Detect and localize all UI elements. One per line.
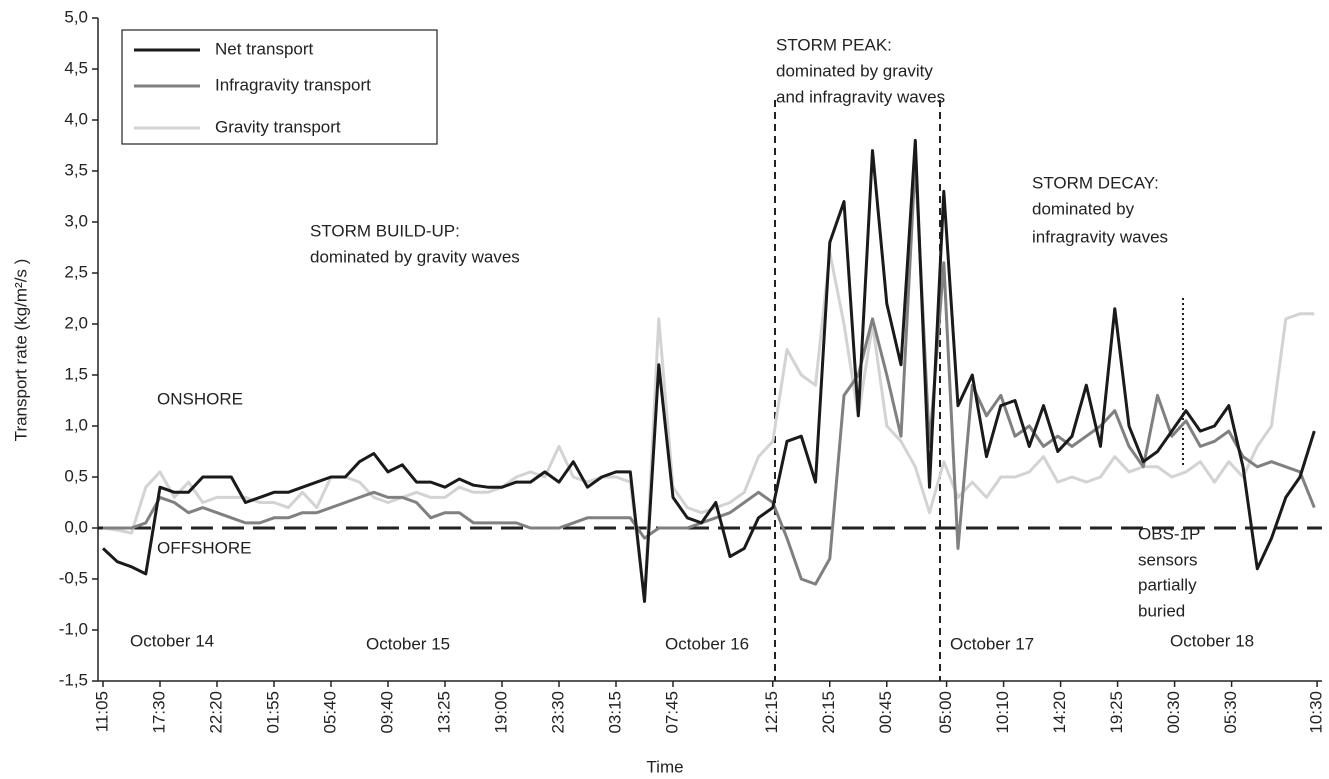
y-tick-label: 4,5 xyxy=(64,58,88,77)
y-tick-label: 5,0 xyxy=(64,7,88,26)
annotation: ONSHORE xyxy=(157,389,243,408)
y-tick-label: 1,5 xyxy=(64,364,88,383)
x-tick-label: 05:00 xyxy=(936,691,955,734)
x-tick-label: 19:00 xyxy=(491,691,510,734)
annotation: infragravity waves xyxy=(1032,227,1168,246)
annotation: dominated by gravity xyxy=(776,61,933,80)
y-tick-label: -1,0 xyxy=(59,619,88,638)
annotation: and infragravity waves xyxy=(776,87,945,106)
x-tick-label: 00:45 xyxy=(876,691,895,734)
annotation: OFFSHORE xyxy=(157,538,251,557)
x-tick-label: 22:20 xyxy=(206,691,225,734)
annotation: OBS-1P xyxy=(1138,524,1200,543)
series-line xyxy=(102,251,1315,601)
annotation: buried xyxy=(1138,601,1185,620)
annotation: STORM DECAY: xyxy=(1032,173,1159,192)
y-tick-label: 3,0 xyxy=(64,211,88,230)
legend-entries: Net transport Infragravity transport Gravi… xyxy=(134,39,371,136)
annotation: partially xyxy=(1138,575,1197,594)
x-tick-label: 00:30 xyxy=(1164,691,1183,734)
y-tick-label: 2,5 xyxy=(64,262,88,281)
x-tick-label: 14:20 xyxy=(1050,691,1069,734)
x-tick-label: 20:15 xyxy=(819,691,838,734)
annotations: STORM BUILD-UP: dominated by gravity wav… xyxy=(130,35,1254,653)
annotation: sensors xyxy=(1138,550,1198,569)
x-tick-label: 13:25 xyxy=(434,691,453,734)
annotation: dominated by xyxy=(1032,199,1135,218)
annotation: STORM PEAK: xyxy=(776,35,892,54)
legend-label: Gravity transport xyxy=(215,117,341,136)
date-label: October 17 xyxy=(950,634,1034,653)
y-tick-label: -1,5 xyxy=(59,670,88,689)
date-label: October 14 xyxy=(130,631,214,650)
x-tick-label: 10:10 xyxy=(993,691,1012,734)
annotation: dominated by gravity waves xyxy=(310,247,520,266)
y-tick-label: 3,5 xyxy=(64,160,88,179)
plot-area xyxy=(101,138,1316,603)
x-tick-label: 07:45 xyxy=(662,691,681,734)
date-label: October 18 xyxy=(1170,631,1254,650)
x-tick-label: 19:25 xyxy=(1107,691,1126,734)
y-tick-label: 2,0 xyxy=(64,313,88,332)
y-tick-label: 1,0 xyxy=(64,415,88,434)
y-tick-label: -0,5 xyxy=(59,568,88,587)
series-line xyxy=(101,138,1316,603)
y-tick-label: 4,0 xyxy=(64,109,88,128)
date-label: October 15 xyxy=(366,634,450,653)
x-tick-label: 12:15 xyxy=(762,691,781,734)
y-tick-label: 0,5 xyxy=(64,466,88,485)
x-tick-label: 05:40 xyxy=(320,691,339,734)
y-axis-title: Transport rate (kg/m²/s ) xyxy=(11,259,30,442)
x-axis-title: Time xyxy=(646,757,683,776)
x-tick-label: 17:30 xyxy=(149,691,168,734)
x-tick-label: 03:15 xyxy=(605,691,624,734)
x-tick-label: 09:40 xyxy=(377,691,396,734)
annotation: STORM BUILD-UP: xyxy=(310,221,460,240)
x-tick-label: 23:30 xyxy=(548,691,567,734)
date-label: October 16 xyxy=(665,634,749,653)
legend-label: Infragravity transport xyxy=(215,75,371,94)
x-tick-label: 11:05 xyxy=(92,691,111,732)
x-tick-label: 05:30 xyxy=(1221,691,1240,734)
legend-label: Net transport xyxy=(215,39,314,58)
x-tick-label: 01:55 xyxy=(263,691,282,734)
x-tick-label: 10:30 xyxy=(1307,691,1326,734)
series-line xyxy=(103,159,1316,586)
y-tick-label: 0,0 xyxy=(64,517,88,536)
